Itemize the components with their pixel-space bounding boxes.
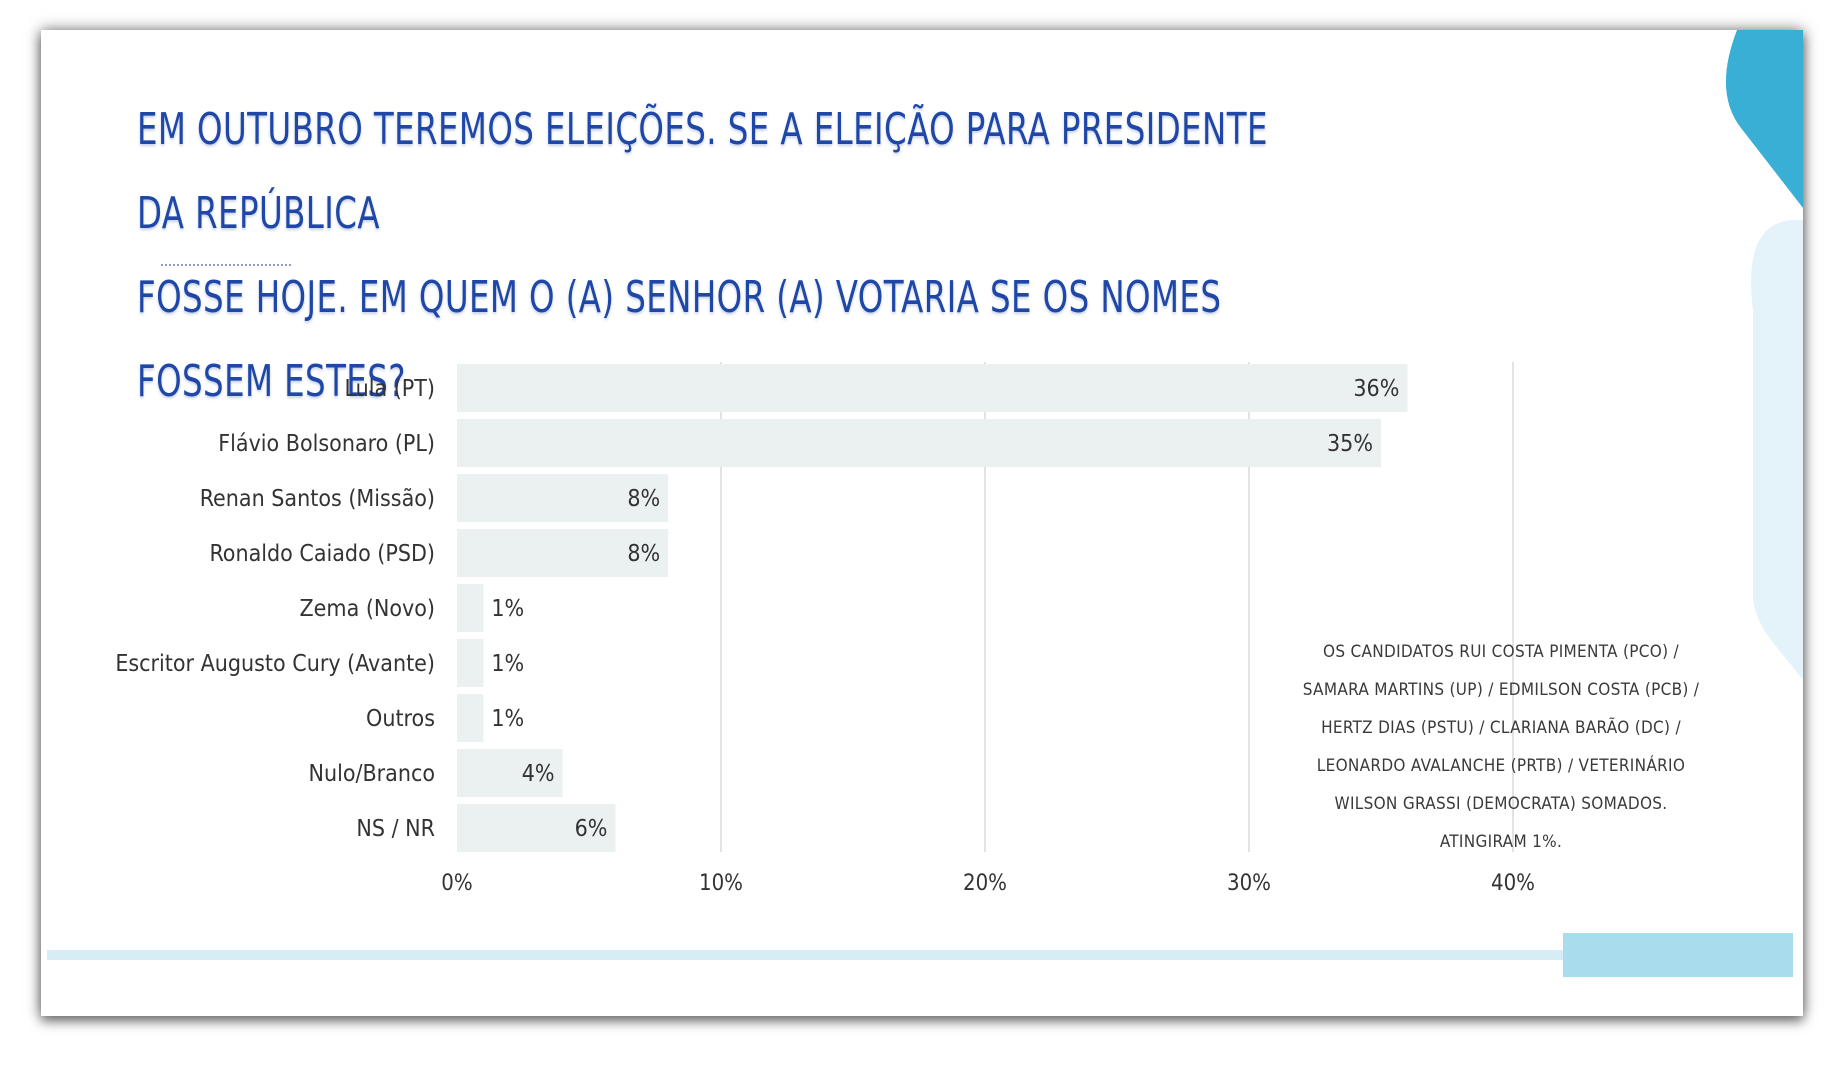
bars <box>457 364 1408 852</box>
category-label: NS / NR <box>356 816 435 842</box>
bar <box>457 529 669 577</box>
corner-decoration <box>1725 30 1803 680</box>
corner-decoration-dark <box>1725 30 1803 208</box>
category-label: Escritor Augusto Cury (Avante) <box>115 651 435 677</box>
bar <box>457 474 669 522</box>
title-underline <box>161 264 291 266</box>
x-tick-label: 10% <box>699 871 743 896</box>
value-label: 1% <box>491 706 524 732</box>
category-label: Ronaldo Caiado (PSD) <box>209 541 435 567</box>
title-line-1: EM OUTUBRO TEREMOS ELEIÇÕES. SE A ELEIÇÃ… <box>137 104 1268 239</box>
x-tick-label: 40% <box>1491 871 1535 896</box>
value-label: 1% <box>491 596 524 622</box>
value-label: 4% <box>522 761 555 787</box>
value-labels: 36% 35% 8% 8% 1% 1% 1% 4% 6% <box>491 376 1399 842</box>
bar <box>457 749 563 797</box>
category-label: Flávio Bolsonaro (PL) <box>218 431 435 457</box>
title-line-2: FOSSE HOJE. EM QUEM O (A) SENHOR (A) VOT… <box>137 272 1222 407</box>
value-label: 1% <box>491 651 524 677</box>
bar-chart: 36% 35% 8% 8% 1% 1% 1% 4% 6% Lula (PT) Flávio Bol… <box>115 362 1535 896</box>
x-tick-label: 0% <box>441 871 472 896</box>
value-label: 36% <box>1353 376 1399 402</box>
category-label: Lula (PT) <box>345 376 436 402</box>
bar <box>457 419 1381 467</box>
slide: EM OUTUBRO TEREMOS ELEIÇÕES. SE A ELEIÇÃ… <box>41 30 1803 1016</box>
bar <box>457 804 616 852</box>
category-label: Outros <box>366 706 435 732</box>
bar <box>457 584 484 632</box>
x-tick-labels: 0% 10% 20% 30% 40% <box>441 871 1535 896</box>
footnote: OS CANDIDATOS RUI COSTA PIMENTA (PCO) / … <box>1302 642 1700 852</box>
value-label: 35% <box>1327 431 1373 457</box>
bottom-block <box>1563 933 1793 977</box>
bar <box>457 639 484 687</box>
x-tick-label: 30% <box>1227 871 1271 896</box>
category-label: Zema (Novo) <box>300 596 436 622</box>
corner-decoration-light <box>1751 219 1803 680</box>
bar <box>457 364 1408 412</box>
category-label: Renan Santos (Missão) <box>200 486 435 512</box>
value-label: 8% <box>627 541 660 567</box>
page-title: EM OUTUBRO TEREMOS ELEIÇÕES. SE A ELEIÇÃ… <box>137 88 1285 424</box>
bar <box>457 694 484 742</box>
value-label: 8% <box>627 486 660 512</box>
x-tick-label: 20% <box>963 871 1007 896</box>
category-labels: Lula (PT) Flávio Bolsonaro (PL) Renan Sant… <box>115 376 435 842</box>
category-label: Nulo/Branco <box>309 761 436 787</box>
value-label: 6% <box>575 816 608 842</box>
bottom-band <box>47 950 1707 960</box>
